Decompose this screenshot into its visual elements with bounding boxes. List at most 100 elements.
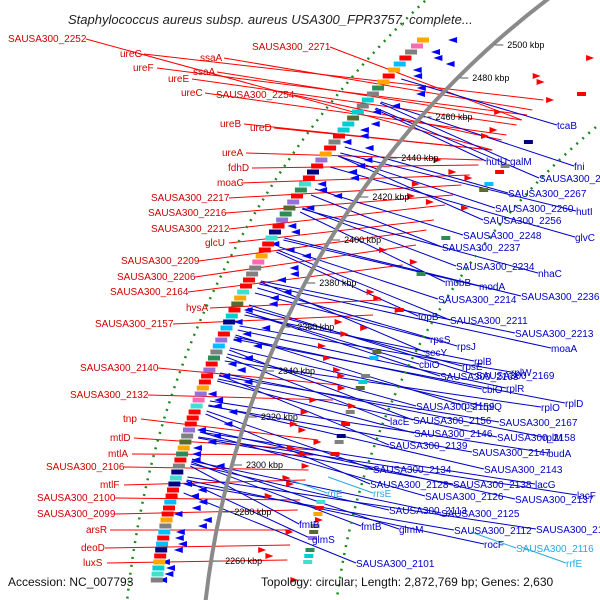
gene-label-reverse: SAUSA300_2163 [440, 372, 519, 383]
tick-label: 2320 kbp [261, 412, 298, 422]
tick-label: 2440 kbp [401, 153, 438, 163]
forward-label-connector [245, 152, 484, 161]
cog-feature-box-outer [479, 188, 489, 192]
reverse-gene-arrow [174, 535, 184, 541]
cog-feature-box [192, 397, 205, 403]
reverse-gene-arrow [269, 295, 279, 301]
gene-label-reverse: SAUSA300_2213 [515, 329, 594, 340]
cog-feature-box [269, 229, 281, 235]
reverse-label-connector [229, 347, 484, 407]
gene-label-reverse: lacF [577, 491, 596, 502]
cog-feature-box [210, 349, 223, 355]
reverse-label-connector [344, 146, 509, 194]
cog-feature-box [377, 79, 390, 85]
gene-label-reverse: SAUSA300_2128 [370, 480, 449, 491]
gene-label-forward: glcU [205, 238, 225, 249]
forward-gene-arrow [318, 343, 326, 349]
gene-label-reverse: galM [510, 157, 532, 168]
cog-feature-box-outer [416, 272, 426, 276]
reverse-label-connector [186, 480, 313, 540]
reverse-gene-arrow [290, 229, 300, 235]
gene-label-forward: SAUSA300_2157 [95, 319, 174, 330]
cog-feature-box [302, 175, 315, 181]
cog-feature-box-outer [307, 536, 317, 540]
forward-label-connector [225, 194, 454, 214]
cog-feature-box [246, 271, 259, 277]
tick-label: 2500 kbp [507, 40, 544, 50]
cog-feature-box [393, 61, 406, 67]
gene-label-reverse: SAUSA300_2101 [356, 559, 435, 570]
cog-feature-box [291, 193, 303, 199]
gene-label-reverse: SAUSA300_2169 [476, 371, 555, 382]
forward-gene-arrow [494, 109, 503, 115]
gene-label-forward: SAUSA300_2252 [8, 34, 87, 45]
gene-label-reverse: SAUSA300_2127 [536, 525, 600, 536]
gene-label-reverse: topB [418, 312, 439, 323]
forward-label-connector [228, 184, 462, 199]
cog-feature-box [157, 535, 170, 541]
reverse-gene-arrow [207, 391, 217, 397]
forward-gene-arrow [334, 319, 343, 325]
forward-gene-arrow [411, 181, 420, 187]
reverse-label-connector [219, 374, 390, 446]
cog-feature-box-outer [313, 512, 323, 516]
reverse-label-connector [375, 107, 540, 179]
gene-label-reverse: SAUSA300_2248 [463, 231, 542, 242]
reverse-label-connector [302, 207, 457, 267]
gene-label-reverse: glvC [575, 233, 595, 244]
gene-label-forward: ureA [222, 148, 243, 159]
reverse-label-connector [276, 251, 419, 317]
backbone-arc [203, 0, 551, 600]
cog-feature-box [315, 157, 328, 163]
reverse-gene-arrow [391, 103, 401, 109]
gene-label-forward: hysA [186, 303, 209, 314]
gene-label-forward: fdhD [228, 163, 249, 174]
reverse-label-connector [199, 431, 536, 485]
cog-feature-box [186, 415, 199, 421]
gene-label-reverse: SAUSA300_2237 [442, 243, 521, 254]
reverse-gene-arrow [166, 565, 175, 571]
topology-summary: Topology: circular; Length: 2,872,769 bp… [261, 575, 554, 589]
tick-label: 2340 kbp [278, 366, 315, 376]
gene-label-forward: ssaA [200, 53, 223, 64]
gene-label-reverse: hutI [576, 207, 593, 218]
cog-feature-box [174, 457, 187, 463]
gene-labels: SAUSA300_2252 ureG ssaA ureF ssaA ureE ureC SAU… [8, 34, 600, 570]
forward-gene-arrow [333, 367, 342, 373]
forward-label-connector [123, 479, 306, 486]
reverse-gene-arrow [215, 463, 225, 469]
gene-label-forward: luxS [83, 558, 103, 569]
rna-label-connector [470, 531, 517, 549]
cog-feature-box [184, 421, 197, 427]
forward-label-connector [157, 367, 340, 386]
reverse-label-connector [401, 78, 558, 126]
map-title: Staphylococcus aureus subsp. aureus USA3… [68, 12, 473, 27]
gene-label-forward: SAUSA300_2216 [148, 208, 227, 219]
cog-feature-box [198, 379, 211, 385]
cog-feature-box [179, 439, 192, 445]
reverse-gene-arrow [413, 73, 423, 79]
reverse-gene-arrow [431, 49, 440, 55]
reverse-label-connector [198, 436, 578, 496]
forward-gene-arrow [464, 175, 473, 181]
gene-label-forward: ureB [220, 119, 241, 130]
cog-feature-box [231, 301, 244, 307]
cog-feature-box [201, 373, 214, 379]
feature-tracks [150, 37, 595, 583]
gene-label-reverse: SAUSA300_2146 [414, 429, 493, 440]
cog-feature-box [294, 187, 307, 193]
cog-feature-box [205, 361, 218, 367]
gene-label-forward: mtlA [108, 449, 128, 460]
reverse-gene-arrow [243, 307, 253, 313]
reverse-gene-arrow [211, 433, 221, 439]
gene-label-reverse: rplO [541, 403, 560, 414]
reverse-gene-arrow [190, 493, 199, 499]
cog-feature-box [237, 289, 250, 295]
cog-feature-box [265, 235, 278, 241]
reverse-gene-arrow [233, 319, 243, 325]
cog-feature-box [405, 49, 418, 55]
gene-label-forward: SAUSA300_2206 [117, 272, 196, 283]
reverse-gene-arrow [364, 145, 374, 151]
gene-label-reverse: glmM [399, 525, 423, 536]
reverse-gene-arrow [342, 139, 352, 145]
